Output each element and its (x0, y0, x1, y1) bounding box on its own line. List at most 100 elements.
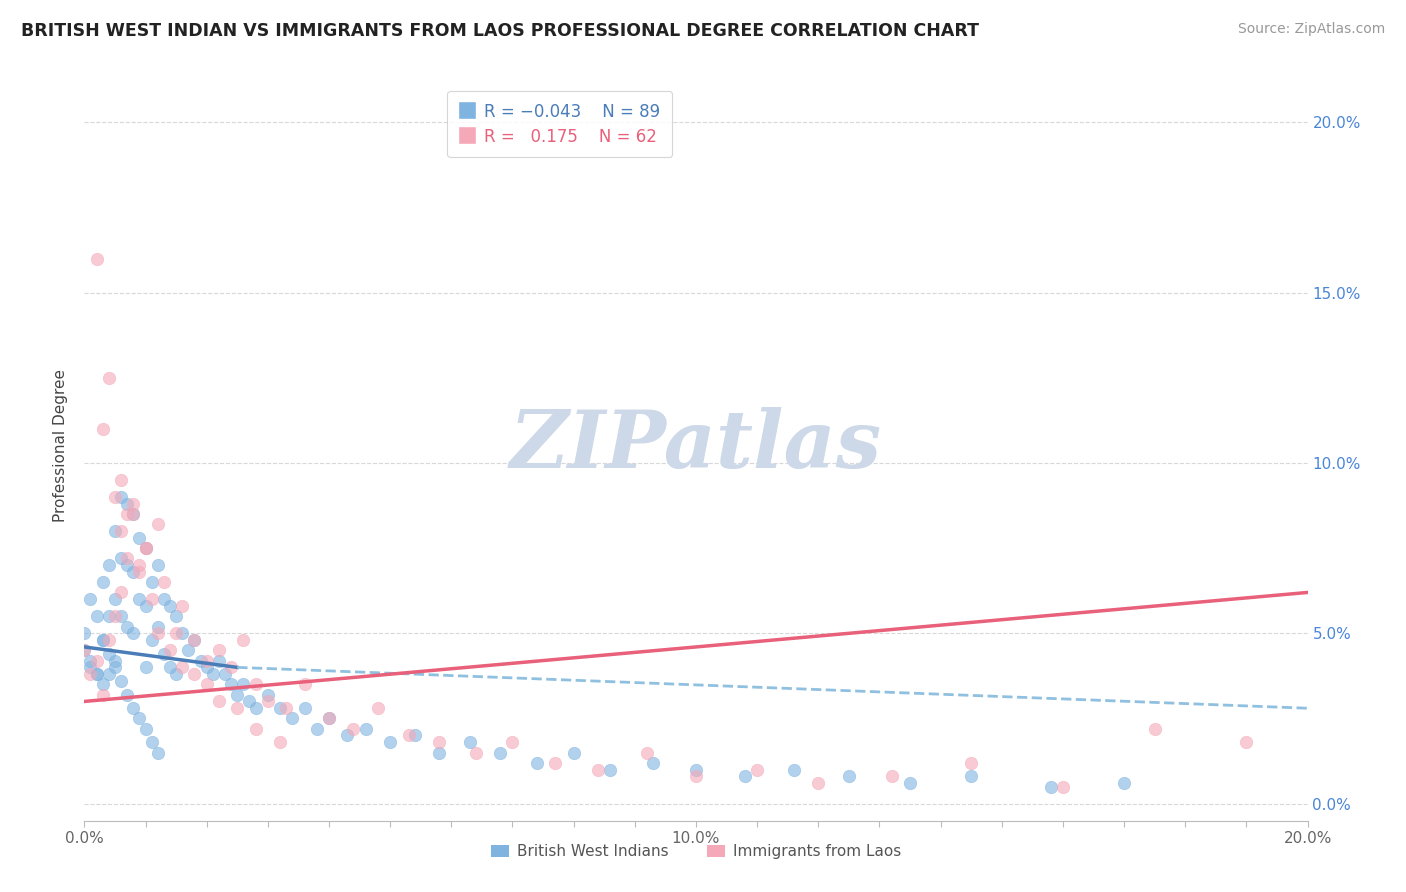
Point (783, 763, 806, 777)
Point (318, 711, 340, 725)
Point (747, 763, 769, 777)
Point (110, 524, 132, 538)
Point (172, 599, 194, 613)
Point (128, 565, 150, 579)
Point (269, 735, 291, 749)
Point (238, 694, 260, 708)
Point (110, 673, 132, 688)
Point (159, 599, 181, 613)
Text: ZIPatlas: ZIPatlas (510, 408, 882, 484)
Point (79, 660, 101, 674)
Point (177, 643, 200, 657)
Point (115, 688, 138, 702)
Point (79, 592, 101, 607)
Point (232, 677, 254, 691)
Point (91, 677, 114, 691)
Point (135, 541, 157, 556)
Legend: British West Indians, Immigrants from Laos: British West Indians, Immigrants from La… (485, 838, 907, 865)
Point (146, 619, 169, 633)
Point (636, 746, 658, 760)
Point (97, 371, 120, 385)
Point (208, 643, 231, 657)
Point (79, 667, 101, 681)
Point (141, 592, 163, 607)
Point (122, 507, 145, 521)
Point (219, 660, 242, 674)
Point (734, 769, 756, 783)
Point (208, 654, 231, 668)
Point (398, 729, 420, 743)
Point (190, 654, 212, 668)
Point (960, 756, 983, 770)
Point (73, 626, 96, 640)
Point (257, 694, 280, 708)
Point (257, 688, 280, 702)
Point (294, 701, 316, 715)
Point (245, 677, 267, 691)
Point (685, 763, 707, 777)
Point (172, 660, 194, 674)
Point (91, 688, 114, 702)
Point (91, 575, 114, 590)
Point (135, 722, 157, 736)
Point (115, 497, 138, 511)
Point (1039, 780, 1062, 794)
Point (115, 507, 138, 521)
Point (97, 633, 120, 648)
Point (214, 667, 236, 681)
Point (97, 558, 120, 573)
Point (960, 769, 983, 783)
Point (97, 667, 120, 681)
Point (165, 626, 187, 640)
Point (135, 541, 157, 556)
Point (86, 667, 108, 681)
Text: BRITISH WEST INDIAN VS IMMIGRANTS FROM LAOS PROFESSIONAL DEGREE CORRELATION CHAR: BRITISH WEST INDIAN VS IMMIGRANTS FROM L… (21, 22, 979, 40)
Point (110, 585, 132, 599)
Point (141, 735, 163, 749)
Point (165, 609, 187, 624)
Point (195, 654, 218, 668)
Point (97, 647, 120, 661)
Point (104, 609, 127, 624)
Point (115, 558, 138, 573)
Point (838, 769, 860, 783)
Point (232, 633, 254, 648)
Point (153, 647, 176, 661)
Point (122, 701, 145, 715)
Point (122, 497, 145, 511)
Point (86, 667, 108, 681)
Point (104, 490, 127, 504)
Point (380, 735, 402, 749)
Point (404, 729, 426, 743)
Point (183, 633, 205, 648)
Point (685, 769, 707, 783)
Point (141, 633, 163, 648)
Point (86, 252, 108, 266)
Point (73, 643, 96, 657)
Text: Source: ZipAtlas.com: Source: ZipAtlas.com (1237, 22, 1385, 37)
Point (208, 694, 231, 708)
Point (146, 746, 169, 760)
Point (122, 507, 145, 521)
Point (276, 701, 298, 715)
Point (1114, 776, 1136, 790)
Point (562, 746, 585, 760)
Point (427, 735, 450, 749)
Point (807, 776, 830, 790)
Point (146, 517, 169, 532)
Point (115, 619, 138, 633)
Point (86, 609, 108, 624)
Point (318, 711, 340, 725)
Y-axis label: Professional Degree: Professional Degree (53, 369, 69, 523)
Point (1143, 722, 1166, 736)
Point (489, 746, 512, 760)
Point (1236, 735, 1258, 749)
Point (586, 763, 609, 777)
Point (269, 701, 291, 715)
Point (643, 756, 665, 770)
Point (544, 756, 567, 770)
Point (153, 575, 176, 590)
Point (159, 643, 181, 657)
Point (128, 531, 150, 545)
Point (104, 592, 127, 607)
